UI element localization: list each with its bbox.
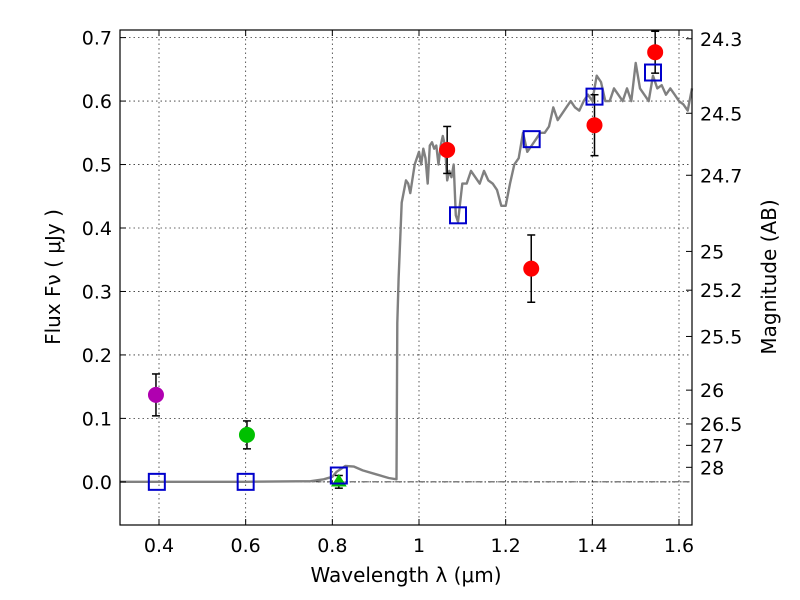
x-tick-label: 1.2 — [491, 535, 521, 557]
plot-frame — [119, 29, 693, 526]
model-spectrum-line — [120, 61, 694, 483]
y-tick-label: 0.5 — [82, 155, 112, 177]
x-axis-label: Wavelength λ (μm) — [310, 563, 501, 587]
right-axis-label: Magnitude (AB) — [757, 199, 781, 354]
model-band-square — [449, 206, 467, 225]
x-tick-label: 0.8 — [317, 535, 347, 557]
x-tick-label: 0.4 — [144, 535, 174, 557]
x-tick-label: 1.6 — [664, 535, 694, 557]
right-tick-label: 24.5 — [700, 103, 742, 125]
right-tick-label: 25.5 — [700, 326, 742, 348]
grid-lines — [120, 30, 692, 525]
observed-point — [647, 44, 664, 61]
model-band-square — [236, 472, 255, 491]
y-tick-label: 0.1 — [82, 408, 112, 430]
right-tick-label: 24.7 — [700, 165, 742, 187]
observed-point — [238, 426, 255, 443]
y-tick-label: 0.7 — [82, 28, 112, 50]
model-band-square — [147, 472, 166, 491]
plot-data — [120, 30, 694, 491]
x-tick-label: 1 — [413, 535, 425, 557]
model-band-square — [522, 130, 541, 149]
axis-ticks: 0.4 0.6 0.8 1 1.2 1.4 1.6 0.0 0.1 0.2 0.3 0.4 0.5 0.6… — [82, 28, 743, 557]
right-tick-label: 27 — [700, 435, 724, 457]
right-tick-label: 24.3 — [700, 29, 742, 51]
y-axis-label: Flux Fν ( μJy ) — [41, 209, 65, 345]
right-tick-label: 26.5 — [700, 414, 742, 436]
model-band-square — [585, 87, 604, 106]
right-tick-label: 25.2 — [700, 280, 742, 302]
right-tick-label: 26 — [700, 380, 724, 402]
x-tick-label: 1.4 — [577, 535, 607, 557]
observed-point — [147, 386, 164, 403]
model-band-square — [644, 63, 662, 82]
x-tick-label: 0.6 — [231, 535, 261, 557]
observed-point — [523, 260, 540, 277]
y-tick-label: 0.6 — [82, 91, 112, 113]
observed-point — [586, 117, 603, 134]
y-tick-label: 0.2 — [82, 345, 112, 367]
y-tick-label: 0.4 — [82, 218, 112, 240]
right-tick-label: 28 — [700, 457, 724, 479]
model-band-square — [329, 466, 348, 485]
right-tick-label: 25 — [700, 241, 724, 263]
observed-point — [439, 141, 456, 158]
y-tick-label: 0.0 — [82, 472, 112, 494]
y-tick-label: 0.3 — [82, 281, 112, 303]
